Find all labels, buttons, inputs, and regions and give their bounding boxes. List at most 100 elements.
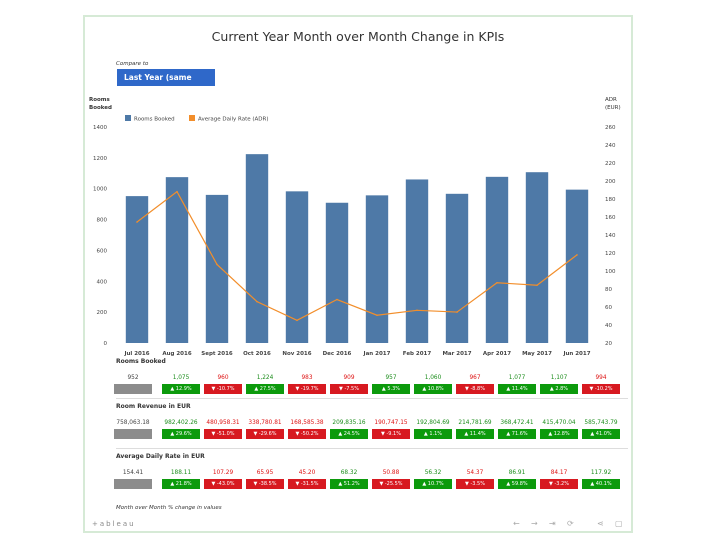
x-tick-label: Nov 2016: [282, 351, 311, 357]
bar-sept-2016: [205, 194, 229, 343]
kpi-label: Average Daily Rate in EUR: [116, 453, 205, 460]
kpi-change-badge: ▼ -19.7%: [288, 384, 326, 394]
bar-apr-2017: [485, 176, 509, 343]
kpi-cell: 84.17 ▼ -3.2%: [540, 469, 578, 489]
share-icon[interactable]: ⋖: [597, 519, 604, 528]
tableau-logo: +ableau: [92, 520, 136, 528]
kpi-cell: 1,077 ▲ 11.4%: [498, 374, 536, 394]
y-tick-right: 260: [605, 125, 616, 131]
kpi-cell: 758,063.18: [114, 419, 152, 439]
legend-label-adr: Average Daily Rate (ADR): [198, 117, 268, 123]
kpi-value: 585,743.79: [584, 420, 618, 426]
x-tick-label: Mar 2017: [442, 351, 471, 357]
refresh-icon[interactable]: ⟳: [567, 519, 574, 528]
kpi-cell: 107.29 ▼ -43.0%: [204, 469, 242, 489]
comment-icon[interactable]: ▢: [615, 519, 623, 528]
kpi-change-badge: ▲ 1.1%: [414, 429, 452, 439]
bar-nov-2016: [285, 191, 309, 343]
y-tick-left: 200: [97, 310, 108, 316]
kpi-cell: 1,060 ▲ 10.8%: [414, 374, 452, 394]
kpi-value: 982,402.26: [164, 420, 198, 426]
kpi-change-badge: ▲ 21.8%: [162, 479, 200, 489]
redo-icon[interactable]: →: [531, 519, 538, 528]
kpi-cell: 909 ▼ -7.5%: [330, 374, 368, 394]
kpi-value: 1,075: [172, 375, 190, 381]
kpi-change-badge: ▲ 11.4%: [456, 429, 494, 439]
kpi-cell: 957 ▲ 5.3%: [372, 374, 410, 394]
kpi-change-badge: [114, 384, 152, 394]
kpi-value: 84.17: [550, 470, 568, 476]
kpi-cell: 994 ▼ -10.2%: [582, 374, 620, 394]
kpi-cell: 368,472.41 ▲ 71.6%: [498, 419, 536, 439]
adr-point: [136, 221, 138, 223]
adr-point: [376, 314, 378, 317]
kpi-change-badge: ▲ 12.8%: [540, 429, 578, 439]
kpi-value: 758,063.18: [116, 420, 150, 426]
bar-mar-2017: [445, 193, 469, 343]
kpi-value: 480,958.31: [206, 420, 240, 426]
kpi-change-badge: ▼ -3.2%: [540, 479, 578, 489]
kpi-cell: 188.11 ▲ 21.8%: [162, 469, 200, 489]
kpi-change-badge: ▲ 12.9%: [162, 384, 200, 394]
kpi-cell: 54.37 ▼ -3.5%: [456, 469, 494, 489]
compare-label: Compare to: [116, 61, 149, 67]
kpi-value: 117.92: [590, 470, 612, 476]
kpi-value: 952: [127, 375, 139, 381]
x-tick-label: Feb 2017: [403, 351, 432, 357]
y-tick-right: 220: [605, 161, 616, 167]
kpi-change-badge: [114, 429, 152, 439]
bar-jun-2017: [565, 189, 589, 343]
kpi-cell: 960 ▼ -10.7%: [204, 374, 242, 394]
kpi-cell: 86.91 ▲ 59.8%: [498, 469, 536, 489]
undo-icon[interactable]: ←: [513, 519, 520, 528]
kpi-value: 983: [301, 375, 313, 381]
adr-point: [536, 284, 538, 287]
kpi-cell: 190,747.15 ▼ -9.1%: [372, 419, 410, 439]
y-axis-right-title: ADR: [605, 97, 617, 103]
kpi-cell: 214,781.69 ▲ 11.4%: [456, 419, 494, 439]
kpi-change-badge: ▲ 59.8%: [498, 479, 536, 489]
y-tick-left: 1000: [93, 187, 107, 193]
kpi-cell: 45.20 ▼ -31.5%: [288, 469, 326, 489]
kpi-value: 1,060: [424, 375, 442, 381]
y-tick-right: 80: [605, 287, 612, 293]
kpi-value: 368,472.41: [500, 420, 534, 426]
kpi-change-badge: ▼ -31.5%: [288, 479, 326, 489]
kpi-change-badge: ▼ -29.6%: [246, 429, 284, 439]
kpi-change-badge: ▼ -38.5%: [246, 479, 284, 489]
kpi-cell: 480,958.31 ▼ -51.0%: [204, 419, 242, 439]
kpi-change-badge: [114, 479, 152, 489]
x-tick-label: Sept 2016: [201, 351, 233, 357]
kpi-value: 909: [343, 375, 355, 381]
adr-point: [576, 254, 578, 256]
kpi-change-badge: ▼ -50.2%: [288, 429, 326, 439]
kpi-cell: 209,835.16 ▲ 24.5%: [330, 419, 368, 439]
bar-aug-2016: [165, 177, 189, 343]
kpi-change-badge: ▲ 71.6%: [498, 429, 536, 439]
kpi-value: 214,781.69: [458, 420, 492, 426]
kpi-value: 209,835.16: [332, 420, 366, 426]
kpi-cell: 952: [114, 374, 152, 394]
kpi-change-badge: ▲ 51.2%: [330, 479, 368, 489]
kpi-separator: [116, 448, 628, 449]
x-tick-label: Aug 2016: [162, 351, 192, 357]
kpi-change-badge: ▲ 2.8%: [540, 384, 578, 394]
x-tick-label: Jun 2017: [562, 351, 590, 357]
legend-swatch-adr: [189, 115, 195, 121]
kpi-change-badge: ▼ -51.0%: [204, 429, 242, 439]
x-tick-label: Apr 2017: [483, 351, 511, 357]
revert-icon[interactable]: ⇥: [549, 519, 556, 528]
kpi-value: 154.41: [122, 470, 144, 476]
bar-oct-2016: [245, 154, 269, 343]
y-tick-left: 600: [97, 248, 108, 254]
compare-selector-button[interactable]: Last Year (same date): [117, 69, 215, 99]
kpi-change-badge: ▼ -25.5%: [372, 479, 410, 489]
x-tick-label: Jul 2016: [123, 351, 149, 357]
adr-point: [176, 190, 178, 193]
kpi-value: 188.11: [170, 470, 192, 476]
adr-point: [456, 311, 458, 313]
y-tick-right: 160: [605, 215, 616, 221]
kpi-change-badge: ▲ 41.0%: [582, 429, 620, 439]
kpi-value: 68.32: [340, 470, 358, 476]
y-axis-right-title: (EUR): [605, 105, 621, 111]
